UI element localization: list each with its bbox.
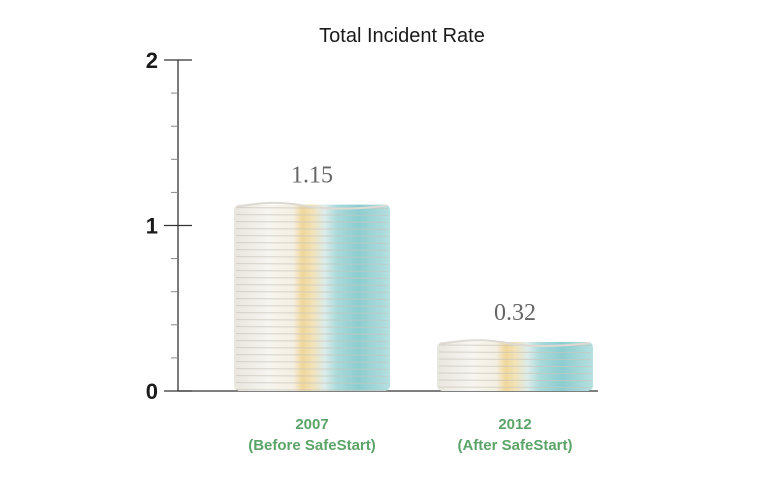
diaper-layer bbox=[235, 368, 389, 370]
diaper-layer bbox=[235, 256, 389, 258]
diaper-layer bbox=[235, 235, 389, 237]
y-tick-label: 2 bbox=[146, 48, 158, 73]
diaper-layer bbox=[235, 228, 389, 230]
data-label: 0.32 bbox=[494, 300, 536, 326]
diaper-layer bbox=[235, 263, 389, 265]
diaper-layer bbox=[438, 365, 592, 368]
diaper-layer bbox=[235, 270, 389, 272]
x-tick-label: (After SafeStart) bbox=[457, 437, 572, 454]
diaper-layer bbox=[235, 214, 389, 216]
diaper-layer bbox=[235, 284, 389, 286]
diaper-layer bbox=[438, 386, 592, 389]
diaper-layer bbox=[235, 221, 389, 223]
data-label: 1.15 bbox=[291, 163, 333, 189]
diaper-layer bbox=[235, 333, 389, 335]
diaper-layer bbox=[438, 358, 592, 361]
diaper-layer bbox=[438, 379, 592, 382]
x-tick-label: (Before SafeStart) bbox=[248, 437, 376, 454]
diaper-top bbox=[236, 201, 388, 210]
y-tick-label: 0 bbox=[146, 379, 158, 404]
bar-body bbox=[234, 204, 390, 391]
bar bbox=[437, 339, 593, 391]
diaper-layer bbox=[235, 319, 389, 321]
diaper-layer bbox=[235, 305, 389, 307]
diaper-layer bbox=[235, 291, 389, 293]
bars bbox=[234, 201, 593, 391]
diaper-layer bbox=[235, 326, 389, 328]
diaper-layer bbox=[235, 298, 389, 300]
diaper-layer bbox=[438, 351, 592, 354]
x-tick-label: 2007 bbox=[295, 416, 328, 433]
diaper-layer bbox=[235, 242, 389, 244]
x-tick-label: 2012 bbox=[498, 416, 531, 433]
diaper-layer bbox=[235, 375, 389, 377]
bar bbox=[234, 201, 390, 391]
diaper-layer bbox=[235, 347, 389, 349]
diaper-layer bbox=[235, 340, 389, 342]
diaper-layer bbox=[235, 354, 389, 356]
y-tick-label: 1 bbox=[146, 214, 158, 239]
labels: 1.15 2007 (Before SafeStart) 0.32 2012 (After… bbox=[248, 163, 572, 454]
diaper-layer bbox=[235, 249, 389, 251]
chart-title: Total Incident Rate bbox=[319, 25, 485, 47]
diaper-layer bbox=[438, 372, 592, 375]
diaper-layer bbox=[235, 277, 389, 279]
diaper-layer bbox=[235, 361, 389, 363]
diaper-layer bbox=[235, 389, 389, 391]
diaper-top bbox=[439, 339, 591, 348]
diaper-layer bbox=[235, 312, 389, 314]
diaper-layer bbox=[235, 382, 389, 384]
